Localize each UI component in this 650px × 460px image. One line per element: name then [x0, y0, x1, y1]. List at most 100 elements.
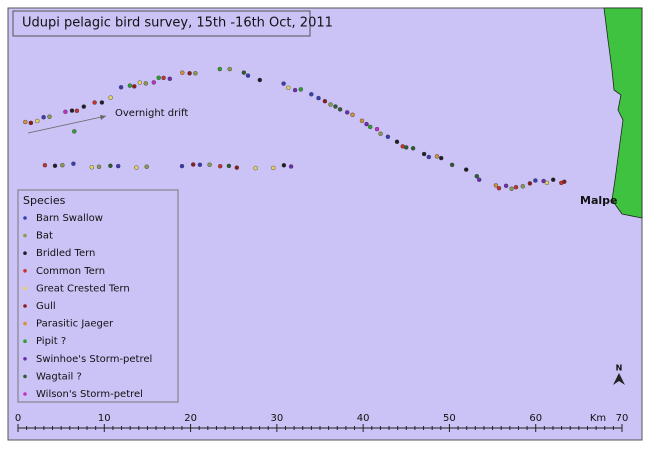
legend-label: Barn Swallow	[36, 213, 103, 224]
sighting-dot	[298, 87, 303, 92]
sighting-dot	[464, 167, 469, 172]
legend-title: Species	[23, 194, 66, 207]
sighting-dot	[35, 118, 40, 124]
legend-swatch	[23, 357, 27, 361]
legend-swatch	[23, 216, 27, 220]
sighting-dot	[496, 185, 502, 191]
scale-label: 30	[270, 413, 283, 424]
sighting-dot	[217, 66, 223, 72]
sighting-dot	[151, 80, 157, 85]
sighting-dot	[394, 139, 400, 145]
legend-label: Parasitic Jaeger	[36, 319, 114, 330]
scale-label: 0	[15, 413, 21, 424]
sighting-dot	[180, 70, 185, 75]
sighting-dot	[404, 145, 409, 150]
sighting-dot	[161, 75, 166, 81]
sighting-dot	[193, 71, 198, 76]
sighting-dot	[42, 162, 48, 168]
sighting-dot	[241, 70, 247, 75]
sighting-dot	[337, 107, 343, 112]
sighting-dot	[245, 73, 251, 78]
drift-arrow	[27, 115, 107, 134]
legend-swatch	[23, 286, 27, 291]
legend-swatch	[23, 321, 27, 326]
sighting-dot	[513, 184, 519, 190]
drift-label: Overnight drift	[115, 108, 188, 119]
sighting-dot	[41, 114, 46, 120]
sighting-dot	[544, 180, 550, 186]
sighting-dot	[207, 162, 212, 167]
legend-label: Great Crested Tern	[36, 283, 130, 294]
sighting-dot	[74, 108, 80, 114]
sighting-dot	[410, 146, 416, 151]
scale-label: 20	[184, 413, 197, 424]
sighting-dot	[286, 85, 291, 91]
sighting-dot	[92, 100, 97, 105]
sighting-dot	[359, 118, 365, 124]
sighting-dot	[368, 124, 373, 130]
legend-label: Gull	[36, 301, 56, 312]
sighting-dot	[449, 162, 455, 168]
sighting-dot	[217, 163, 223, 169]
sighting-dot	[81, 104, 87, 109]
sighting-dot	[316, 95, 321, 101]
sighting-dot	[421, 151, 427, 157]
sighting-dot	[226, 163, 232, 169]
sighting-dot	[533, 178, 538, 183]
sighting-dot	[187, 71, 192, 76]
sighting-dot	[288, 164, 294, 169]
scale-label: 70	[616, 413, 629, 424]
sighting-dot	[257, 77, 262, 83]
sighting-dot	[23, 119, 28, 125]
sighting-dot	[328, 102, 333, 107]
sighting-dot	[197, 162, 203, 168]
sighting-dot	[551, 177, 556, 182]
sighting-dot	[96, 164, 102, 170]
sighting-dot	[132, 84, 137, 89]
legend-label: Bridled Tern	[36, 248, 95, 259]
sighting-dot	[477, 177, 482, 182]
legend-label: Pipit ?	[36, 336, 66, 347]
legend-box	[17, 189, 179, 403]
sighting-dot	[108, 163, 113, 169]
sighting-dot	[47, 114, 52, 119]
legend-label: Swinhoe's Storm-petrel	[36, 354, 152, 365]
sighting-dot	[143, 81, 149, 86]
sighting-dot	[108, 95, 113, 100]
scale-bar: 0 10 20 30 40 50 60 70 Km	[15, 413, 629, 432]
sighting-dot	[374, 126, 380, 132]
sighting-dot	[439, 155, 444, 161]
sighting-dot	[134, 165, 139, 170]
sighting-dot	[292, 87, 298, 93]
sighting-dot	[562, 179, 567, 184]
sighting-dot	[434, 154, 440, 159]
sighting-dot	[137, 80, 143, 85]
sighting-dot	[89, 165, 95, 170]
sighting-dot	[28, 120, 34, 126]
legend: Barn Swallow Bat Bridled Tern Common Tern Gr…	[23, 213, 152, 400]
sighting-dot	[350, 112, 355, 118]
legend-swatch	[23, 251, 27, 255]
sighting-dot	[527, 181, 533, 186]
sighting-dot	[509, 186, 514, 191]
legend-swatch	[23, 233, 27, 238]
sighting-dot	[378, 131, 383, 136]
scale-label: 40	[357, 413, 370, 424]
sighting-dot	[167, 76, 173, 82]
sighting-dot	[72, 129, 77, 134]
sighting-dot	[227, 66, 232, 72]
sighting-dot	[520, 184, 525, 189]
sighting-dot	[541, 178, 546, 184]
sighting-dot	[118, 85, 124, 90]
legend-swatch	[23, 269, 27, 273]
land	[603, 7, 643, 219]
sighting-dot	[156, 75, 161, 81]
scale-label: 50	[443, 413, 456, 424]
sighting-dot	[281, 81, 286, 86]
sighting-dot	[234, 165, 240, 170]
sighting-dot	[309, 92, 314, 97]
sighting-dot	[190, 162, 196, 167]
north-label: N	[616, 364, 623, 373]
sighting-dot	[179, 163, 185, 169]
